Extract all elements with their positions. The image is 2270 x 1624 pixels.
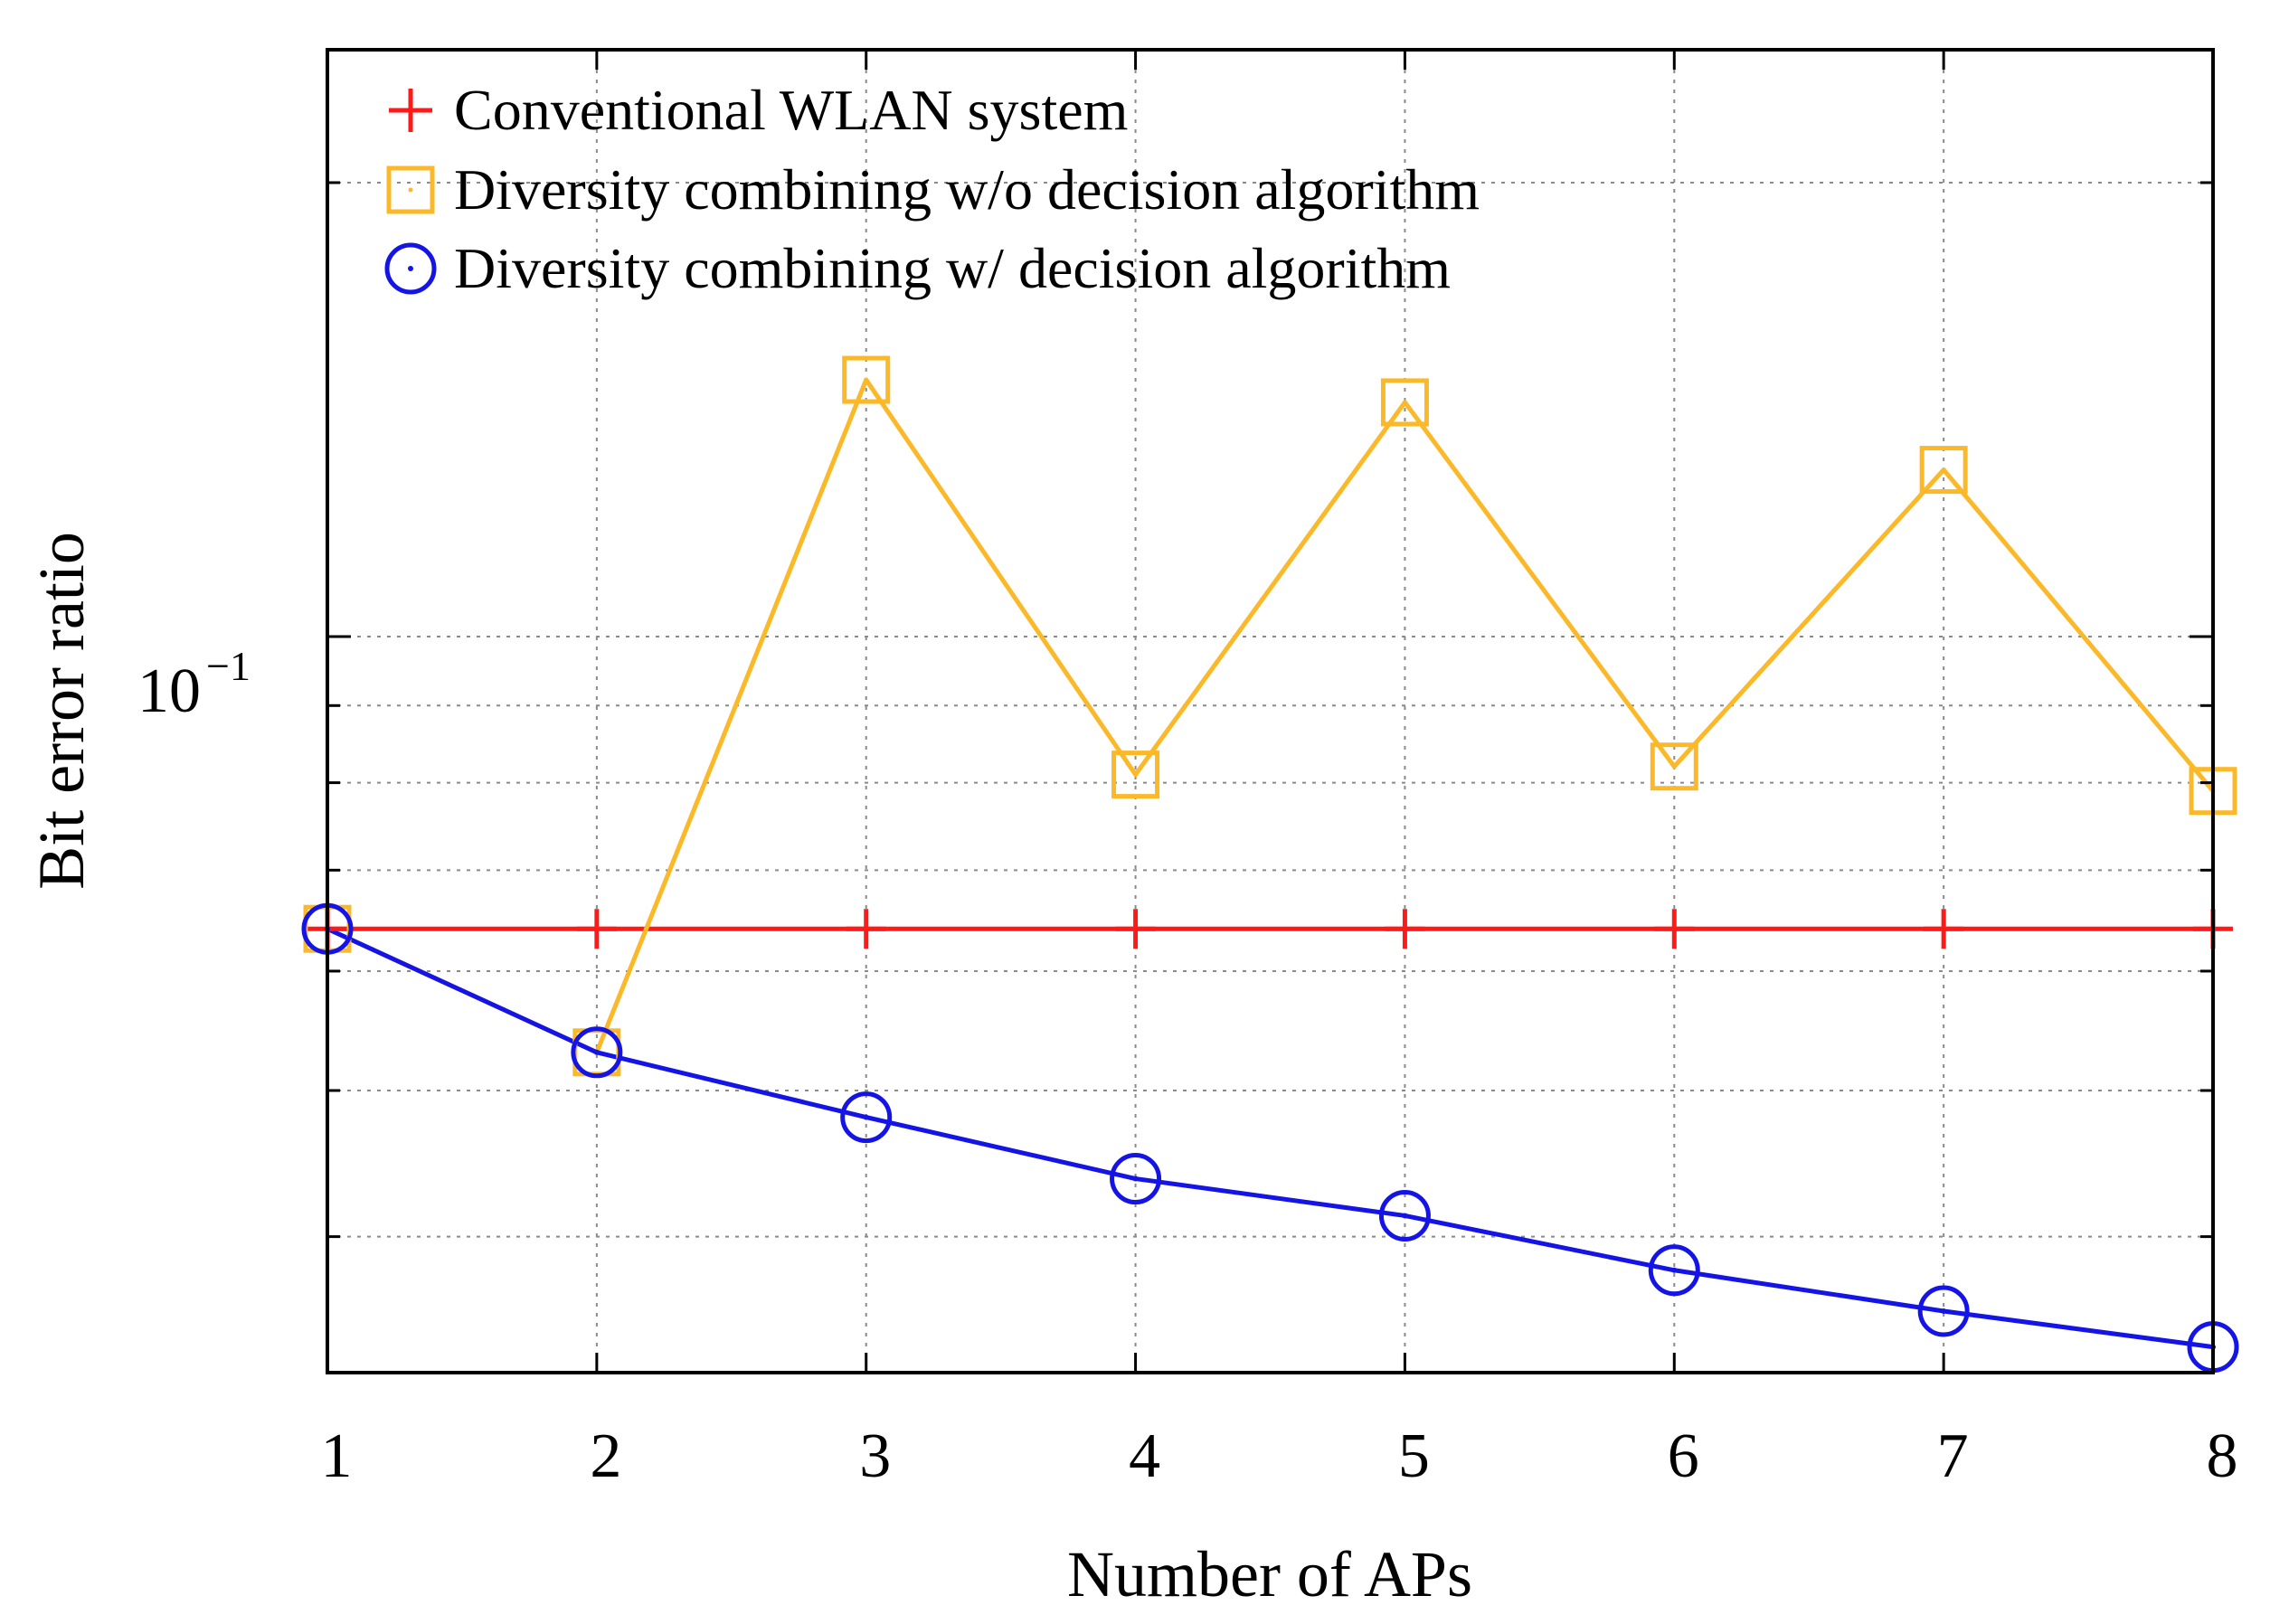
legend-label-with-decision: Diversity combining w/ decision algorith… <box>454 236 1451 300</box>
circle-marker <box>840 1091 893 1144</box>
square-marker-dot <box>864 377 869 382</box>
square-marker-dot <box>1671 764 1677 770</box>
square-marker <box>1650 742 1698 791</box>
x-tick-label: 7 <box>1937 1421 1969 1491</box>
y-tick-base: 10 <box>137 656 201 726</box>
grid <box>327 50 2213 1373</box>
circle-marker <box>1917 1285 1970 1337</box>
legend-entry-without-decision: Diversity combining w/o decision algorit… <box>386 157 1480 222</box>
square-marker <box>1111 751 1160 799</box>
circle-marker-dot <box>1941 1308 1947 1314</box>
circle-marker-dot <box>1132 1176 1139 1182</box>
circle-marker <box>1110 1153 1162 1205</box>
legend-label-without-decision: Diversity combining w/o decision algorit… <box>454 157 1480 222</box>
x-tick-label: 3 <box>859 1421 891 1491</box>
series-line-2 <box>326 926 2214 1350</box>
y-tick-exponent: −1 <box>206 643 251 689</box>
square-marker-dot <box>1941 467 1946 473</box>
square-marker <box>1919 446 1968 495</box>
square-marker <box>842 355 891 404</box>
circle-marker-dot <box>1402 1213 1408 1219</box>
legend-entry-conventional: Conventional WLAN system <box>389 78 1128 142</box>
y-axis-title: Bit error ratio <box>25 532 98 890</box>
x-axis-title: Number of APs <box>1067 1538 1472 1610</box>
x-tick-label: 1 <box>321 1421 353 1491</box>
square-marker-dot <box>1133 772 1139 778</box>
circle-marker-dot <box>593 1049 600 1055</box>
axes: 1 2 3 4 5 6 7 8 <box>321 50 2238 1491</box>
x-tick-label: 5 <box>1398 1421 1430 1491</box>
legend-label-conventional: Conventional WLAN system <box>454 78 1128 142</box>
square-marker <box>1380 378 1429 427</box>
series <box>301 355 2239 1374</box>
x-tick-label: 2 <box>590 1421 621 1491</box>
circle-marker <box>1648 1244 1700 1297</box>
legend-entry-with-decision: Diversity combining w/ decision algorith… <box>384 236 1451 300</box>
circle-marker-dot <box>863 1114 869 1120</box>
series-line-1 <box>326 377 2215 1055</box>
circle-marker <box>571 1026 623 1079</box>
square-marker-dot <box>1402 400 1407 405</box>
x-tick-label: 8 <box>2207 1421 2238 1491</box>
x-tick-label: 6 <box>1668 1421 1699 1491</box>
legend: Conventional WLAN system Diversity combi… <box>384 78 1480 300</box>
circle-marker-dot <box>1671 1267 1678 1273</box>
y-tick-label-0.1: 10 −1 <box>137 643 251 726</box>
circle-marker <box>1378 1189 1431 1242</box>
plot-frame <box>326 48 2215 1374</box>
x-tick-label: 4 <box>1129 1421 1160 1491</box>
